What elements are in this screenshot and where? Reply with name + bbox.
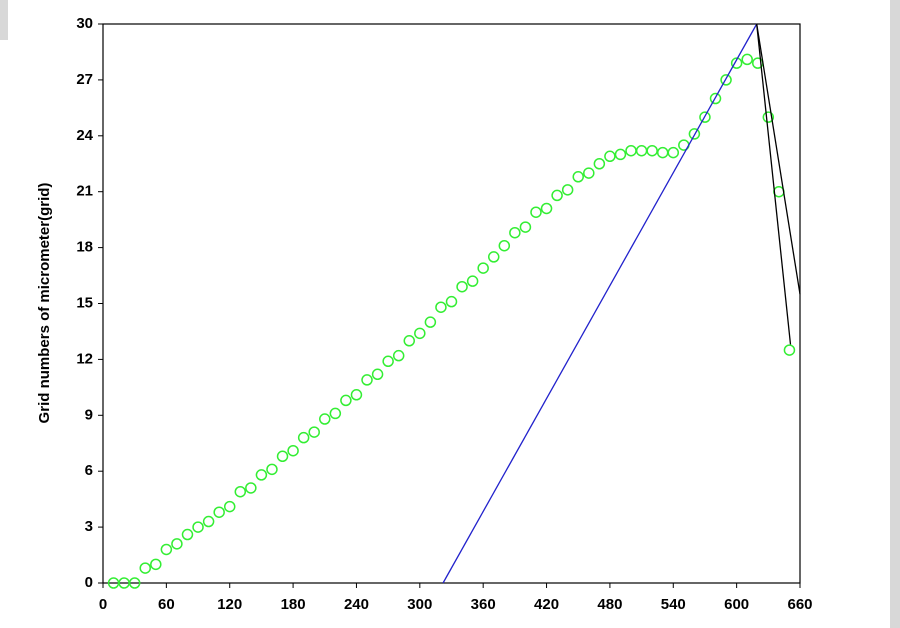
data-point [171,538,183,550]
data-point [551,189,563,202]
fit-line [756,23,801,295]
x-tick-label: 660 [787,596,812,613]
window-corner [0,0,8,40]
data-point [720,74,732,86]
data-point [414,327,426,340]
fit-line [756,23,792,345]
data-point [699,111,711,123]
y-tick-label: 9 [85,406,93,423]
data-point [583,167,595,179]
data-point [392,349,405,362]
x-tick-label: 300 [407,596,432,613]
data-point [477,262,489,274]
data-point [181,528,194,541]
y-tick-label: 6 [85,462,93,479]
data-point [741,53,753,66]
data-point [561,184,574,196]
data-point [635,144,648,157]
data-point [192,521,204,533]
data-point [456,280,468,293]
data-point [466,275,479,287]
x-tick-label: 60 [158,596,175,613]
fit-line [442,23,758,584]
data-point [445,295,458,308]
data-point [213,506,225,518]
x-tick-label: 360 [471,596,496,613]
data-point [403,335,416,347]
data-point [435,301,447,313]
data-point [572,171,584,183]
data-point [509,226,521,239]
y-tick-label: 15 [76,294,93,311]
y-tick-label: 30 [76,15,93,32]
data-point [646,144,658,157]
data-point [329,407,342,420]
y-tick-label: 18 [76,239,93,256]
data-point [604,150,616,163]
data-point [688,128,701,140]
data-point [498,239,511,252]
y-tick-label: 12 [76,350,93,367]
data-point [266,463,278,476]
data-point [530,206,542,218]
data-point [150,558,162,571]
data-point [245,482,257,494]
data-point [730,57,743,69]
data-point [762,111,775,123]
y-tick-label: 21 [76,183,93,200]
x-tick-label: 0 [99,596,107,613]
data-point [540,202,553,215]
data-point [709,92,722,105]
x-tick-label: 420 [534,596,559,613]
y-tick-label: 0 [85,574,93,591]
x-tick-label: 540 [661,596,686,613]
x-tick-label: 180 [281,596,306,613]
data-point [656,146,669,159]
data-point [234,485,247,498]
data-point [255,469,268,481]
data-point [519,221,532,233]
data-point [160,543,173,556]
data-point [319,413,331,425]
plot-frame [102,23,801,584]
data-point [223,500,236,513]
y-tick-label: 27 [76,71,93,88]
data-point [667,146,680,159]
data-point [139,562,151,574]
data-point [340,394,352,407]
data-point [371,368,384,381]
data-point [614,148,627,161]
data-point [287,444,299,457]
data-point [350,389,363,401]
y-axis-label: Grid numbers of micrometer(grid) [36,183,53,424]
x-tick-label: 600 [724,596,749,613]
data-point [625,144,637,157]
y-tick-label: 24 [76,127,93,144]
data-point [593,158,606,170]
x-tick-label: 240 [344,596,369,613]
data-point [783,344,796,356]
data-point [424,316,437,328]
data-point [361,374,373,386]
data-point [276,450,289,463]
data-point [308,426,320,438]
data-point [487,251,500,263]
window-edge [890,0,900,628]
x-tick-label: 480 [597,596,622,613]
data-point [128,577,141,589]
data-point [382,355,394,368]
data-point [202,515,215,528]
x-tick-label: 120 [217,596,242,613]
data-point [297,431,310,444]
y-tick-label: 3 [85,518,93,535]
